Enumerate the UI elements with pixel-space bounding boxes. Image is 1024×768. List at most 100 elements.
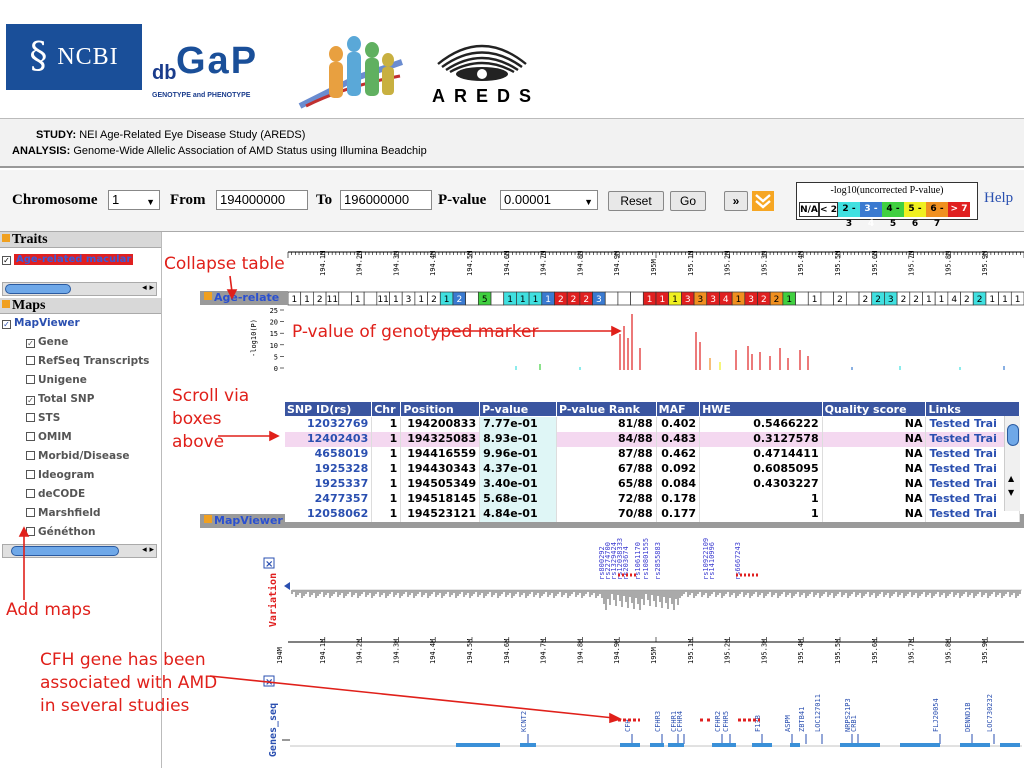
count-box-label: 2 <box>558 295 564 305</box>
map-item[interactable]: STS <box>0 409 161 428</box>
map-checkbox[interactable] <box>26 432 35 441</box>
table-cell[interactable]: 12402403 <box>284 431 373 447</box>
pvalue-ytick: 0 <box>274 365 278 373</box>
table-header-cell[interactable]: Quality score <box>821 401 927 417</box>
scroll-thumb[interactable] <box>5 284 71 294</box>
map-checkbox[interactable] <box>26 356 35 365</box>
table-row[interactable]: 4658019 1 194416559 9.96e-01 87/88 0.462 0.471… <box>284 446 1020 462</box>
maps-scrollbar[interactable]: ◂ ▸ <box>2 544 157 558</box>
table-header-cell[interactable]: HWE <box>699 401 823 417</box>
gene-label: CFH <box>624 719 632 732</box>
map-item[interactable]: deCODE <box>0 485 161 504</box>
collapse-icon[interactable] <box>2 300 10 308</box>
table-cell: 0.402 <box>656 416 701 432</box>
map-item[interactable]: ✓ Total SNP <box>0 390 161 409</box>
count-box-label: 3 <box>596 295 602 305</box>
scroll-thumb[interactable] <box>11 546 119 556</box>
annotation-add-maps: Add maps <box>6 600 91 620</box>
gene-label: ASPM <box>784 715 792 732</box>
table-cell[interactable]: 2477357 <box>284 491 373 507</box>
map-checkbox[interactable] <box>26 527 35 536</box>
trait-item[interactable]: Age-related macular <box>14 254 134 265</box>
map-checkbox[interactable]: ✓ <box>26 396 35 405</box>
mapviewer-checkbox[interactable]: ✓ <box>2 320 11 329</box>
map-item[interactable]: Ideogram <box>0 466 161 485</box>
map-item[interactable]: ✓ Gene <box>0 333 161 352</box>
table-row[interactable]: 12402403 1 194325083 8.93e-01 84/88 0.483 0.31… <box>284 431 1020 447</box>
table-cell[interactable]: 1925328 <box>284 461 373 477</box>
table-row[interactable]: 2477357 1 194518145 5.68e-01 72/88 0.178 1 NA Te… <box>284 491 1020 507</box>
map-checkbox[interactable] <box>26 508 35 517</box>
map-item[interactable]: Unigene <box>0 371 161 390</box>
scroll-arrows-icon[interactable]: ◂ ▸ <box>142 545 154 555</box>
reset-button[interactable]: Reset <box>608 191 664 211</box>
map-checkbox[interactable] <box>26 451 35 460</box>
table-cell[interactable]: Tested Trai <box>925 461 1020 477</box>
scroll-arrows-icon[interactable]: ◂ ▸ <box>142 283 154 293</box>
table-header-cell[interactable]: MAF <box>655 401 701 417</box>
traits-header[interactable]: Traits <box>0 232 161 248</box>
go-button[interactable]: Go <box>670 191 706 211</box>
scroll-thumb[interactable] <box>1007 424 1019 446</box>
map-item[interactable]: OMIM <box>0 428 161 447</box>
map-item[interactable]: Marshfield <box>0 504 161 523</box>
to-input[interactable]: 196000000 <box>340 190 432 210</box>
traits-scrollbar[interactable]: ◂ ▸ <box>2 282 157 296</box>
collapse-icon[interactable] <box>204 292 212 300</box>
table-cell[interactable]: 4658019 <box>284 446 373 462</box>
collapse-chevron-icon[interactable] <box>752 191 774 211</box>
map-checkbox[interactable] <box>26 470 35 479</box>
maps-header[interactable]: Maps <box>0 298 161 314</box>
ncbi-logo[interactable]: § NCBI <box>6 24 142 90</box>
pvalue-value: 0.00001 <box>504 192 551 207</box>
trait-checkbox[interactable]: ✓ <box>2 256 11 265</box>
map-item-label: Gene <box>38 336 69 348</box>
table-scrollbar[interactable]: ▲ ▼ <box>1004 416 1020 511</box>
age-related-section-bar[interactable]: Age-relate <box>200 291 288 305</box>
table-cell[interactable]: Tested Trai <box>925 431 1020 447</box>
table-cell[interactable]: 12032769 <box>284 416 373 432</box>
help-link[interactable]: Help <box>984 190 1014 206</box>
map-checkbox[interactable] <box>26 375 35 384</box>
table-row[interactable]: 12058062 1 194523121 4.84e-01 70/88 0.177 1 NA T… <box>284 506 1020 522</box>
pvalue-yaxis-label: -log10(P) <box>250 319 258 357</box>
chromosome-select[interactable]: 1 ▼ <box>108 190 160 210</box>
collapse-icon[interactable] <box>204 515 212 523</box>
map-checkbox[interactable] <box>26 413 35 422</box>
table-cell: 1 <box>371 476 402 492</box>
trait-row[interactable]: ✓ Age-related macular <box>0 248 161 270</box>
pvalue-select[interactable]: 0.00001 ▼ <box>500 190 598 210</box>
count-box-label: 1 <box>355 295 361 305</box>
count-box <box>820 291 835 306</box>
map-checkbox[interactable] <box>26 489 35 498</box>
table-header-cell[interactable]: Position <box>400 401 481 417</box>
table-cell[interactable]: Tested Trai <box>925 476 1020 492</box>
map-item[interactable]: Généthon <box>0 523 161 542</box>
table-header-cell[interactable]: P-value Rank <box>555 401 657 417</box>
table-header-cell[interactable]: SNP ID(rs) <box>283 401 373 417</box>
from-input[interactable]: 194000000 <box>216 190 308 210</box>
table-cell[interactable]: Tested Trai <box>925 446 1020 462</box>
next-region-icon[interactable]: » <box>724 191 748 211</box>
table-header-cell[interactable]: Chr <box>371 401 402 417</box>
ncbi-logo-text: NCBI <box>57 43 119 70</box>
table-cell[interactable]: 12058062 <box>284 506 373 522</box>
table-cell[interactable]: Tested Trai <box>925 491 1020 507</box>
table-row[interactable]: 12032769 1 194200833 7.77e-01 81/88 0.402 0.54… <box>284 416 1020 432</box>
ruler-tick-label: 194M <box>276 647 284 664</box>
map-checkbox[interactable]: ✓ <box>26 339 35 348</box>
map-item[interactable]: Morbid/Disease <box>0 447 161 466</box>
table-header-cell[interactable]: P-value <box>479 401 557 417</box>
table-row[interactable]: 1925337 1 194505349 3.40e-01 65/88 0.084 0.430… <box>284 476 1020 492</box>
table-cell[interactable]: Tested Trai <box>925 506 1020 522</box>
scroll-down-icon[interactable]: ▼ <box>1008 488 1015 497</box>
table-cell[interactable]: 1925337 <box>284 476 373 492</box>
collapse-icon[interactable] <box>2 234 10 242</box>
mapviewer-row[interactable]: ✓ MapViewer <box>0 314 161 333</box>
gene-label: CFHR4 <box>676 711 684 732</box>
table-cell[interactable]: Tested Trai <box>925 416 1020 432</box>
table-header-cell[interactable]: Links <box>925 401 1020 417</box>
table-row[interactable]: 1925328 1 194430343 4.37e-01 67/88 0.092 0.608… <box>284 461 1020 477</box>
scroll-up-icon[interactable]: ▲ <box>1008 474 1015 483</box>
map-item[interactable]: RefSeq Transcripts <box>0 352 161 371</box>
